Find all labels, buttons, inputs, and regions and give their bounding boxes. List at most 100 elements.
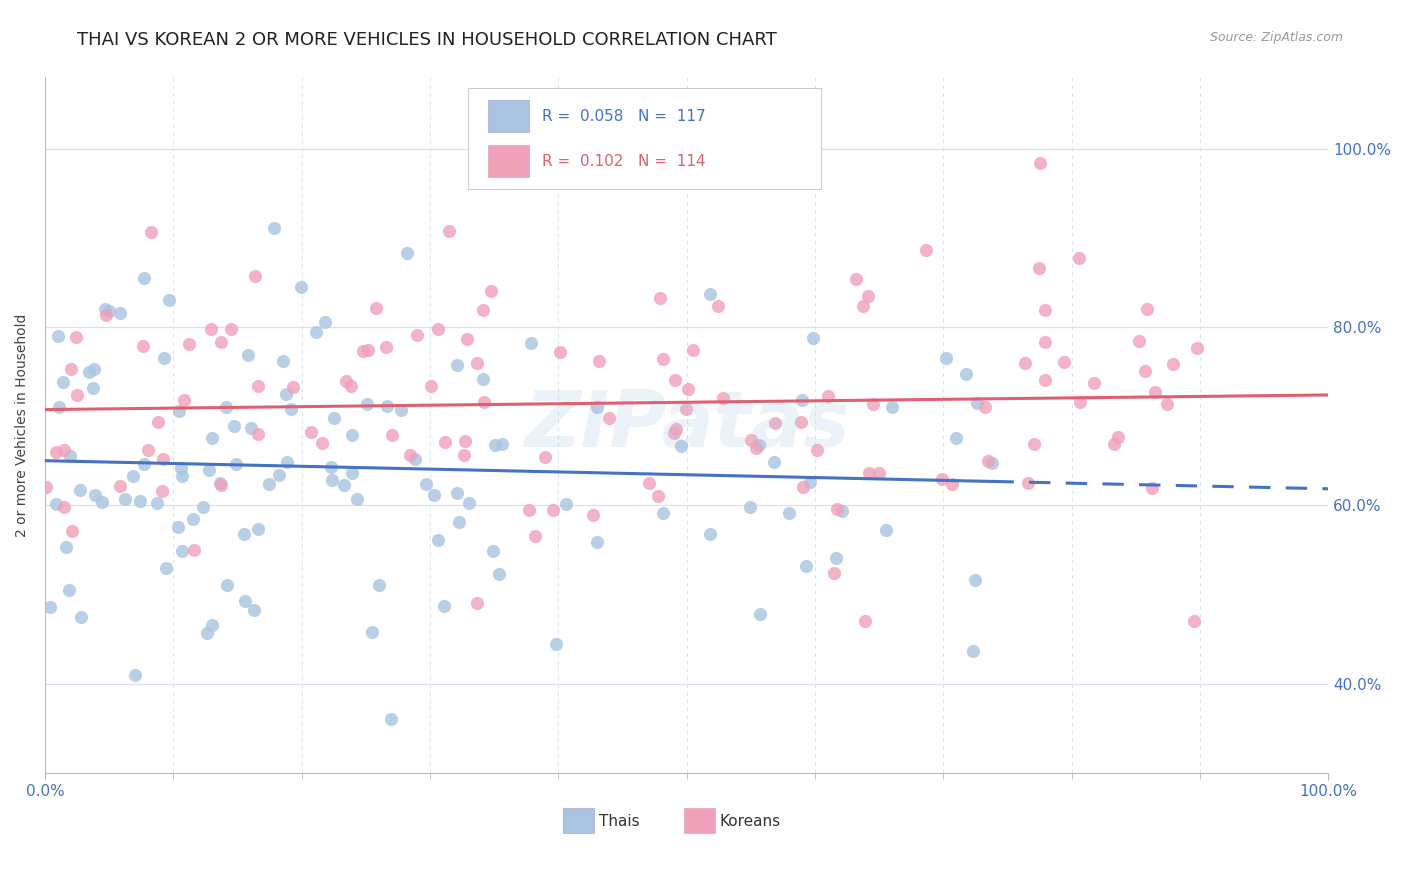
Point [201,618,224,632]
Point [222,418,245,433]
Point [311,436,333,450]
FancyBboxPatch shape [468,88,821,189]
Point [82,381,104,395]
Point [314,315,336,329]
Point [236,348,259,362]
Point [276,455,298,469]
Point [356,343,378,357]
Point [845,272,868,286]
Point [745,441,768,455]
Point [59,362,82,376]
Point [389,402,412,417]
Point [474,395,496,409]
Point [48,401,70,415]
Point [245,268,267,283]
Point [170,544,193,558]
Point [586,535,609,549]
Point [1140,481,1163,495]
Point [748,438,770,452]
Point [243,603,266,617]
Point [648,291,671,305]
Point [200,322,222,336]
Point [778,506,800,520]
Point [1185,341,1208,355]
Point [426,322,449,336]
Point [45,497,67,511]
Point [1136,301,1159,316]
Point [669,439,692,453]
Point [748,607,770,621]
Point [246,522,269,536]
Point [136,442,159,457]
Point [423,488,446,502]
Point [59,450,82,464]
Point [150,484,173,499]
Point [586,401,609,415]
Point [740,500,762,514]
Point [790,415,813,429]
Point [434,434,457,449]
Point [465,356,488,370]
Point [1143,385,1166,400]
Text: Koreans: Koreans [720,814,782,829]
Point [862,397,884,411]
Point [364,301,387,315]
Point [817,389,839,403]
Point [396,246,419,260]
Point [534,450,557,465]
Point [340,378,363,392]
Point [699,286,721,301]
Point [405,328,427,343]
Point [763,416,786,430]
Point [447,516,470,530]
Point [433,599,456,613]
Point [439,224,461,238]
Point [415,476,437,491]
Point [271,353,294,368]
Point [1107,430,1129,444]
Point [335,374,357,388]
Point [1163,357,1185,371]
Point [94,308,117,322]
Point [801,331,824,345]
Point [676,382,699,396]
Point [548,344,571,359]
Point [340,466,363,480]
Point [647,489,669,503]
Point [523,529,546,543]
Point [794,559,817,574]
Point [662,426,685,441]
Text: R =  0.058   N =  117: R = 0.058 N = 117 [541,109,706,124]
Point [177,336,200,351]
Point [831,504,853,518]
Point [181,512,204,526]
Text: Thais: Thais [599,814,640,829]
Point [868,466,890,480]
Point [858,467,880,481]
Point [941,476,963,491]
Point [91,495,114,509]
Point [240,421,263,435]
Point [346,492,368,507]
Point [974,400,997,414]
Point [454,434,477,448]
Point [132,458,155,472]
Point [824,551,846,566]
Point [1033,335,1056,350]
Point [124,668,146,682]
Point [1156,397,1178,411]
Point [69,610,91,624]
Text: THAI VS KOREAN 2 OR MORE VEHICLES IN HOUSEHOLD CORRELATION CHART: THAI VS KOREAN 2 OR MORE VEHICLES IN HOU… [77,31,778,49]
Point [166,519,188,533]
Point [856,289,879,303]
Text: R =  0.102   N =  114: R = 0.102 N = 114 [541,154,706,169]
Point [682,343,704,357]
Point [195,626,218,640]
Point [945,431,967,445]
Point [197,462,219,476]
Point [225,457,247,471]
Point [491,437,513,451]
Point [976,454,998,468]
Point [146,415,169,429]
Point [740,433,762,447]
